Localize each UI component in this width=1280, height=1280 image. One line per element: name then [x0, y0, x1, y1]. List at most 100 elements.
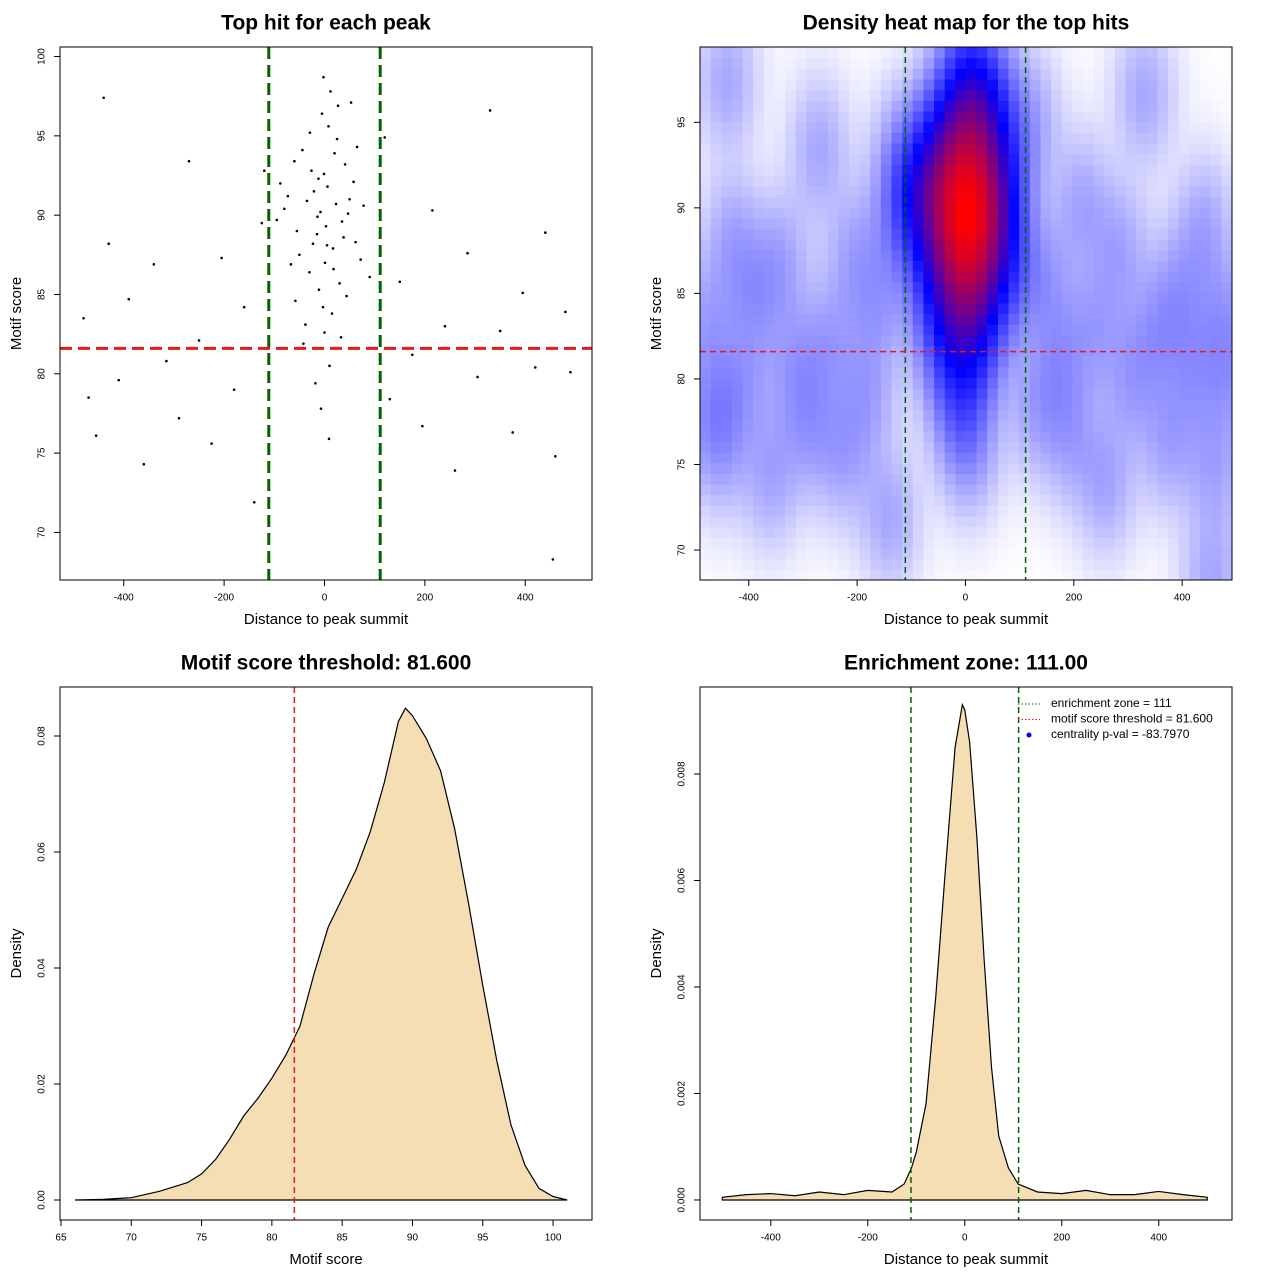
heat-cell [785, 185, 797, 197]
heat-cell [1157, 153, 1169, 165]
heat-cell [1104, 270, 1116, 283]
heat-cell [1146, 430, 1159, 443]
heat-cell [785, 494, 797, 506]
heat-cell [1114, 153, 1127, 165]
heat-cell [1157, 494, 1169, 506]
heat-cell [891, 377, 903, 389]
heat-cell [902, 270, 914, 283]
heat-cell [1157, 505, 1169, 517]
heat-cell [997, 366, 1010, 379]
heat-cell [1008, 217, 1020, 229]
heat-cell [976, 100, 988, 112]
point [498, 329, 502, 333]
heat-cell [997, 57, 1010, 69]
heat-cell [1104, 68, 1116, 80]
heat-cell [1168, 110, 1180, 123]
heat-cell [891, 110, 903, 123]
heat-cell [955, 121, 967, 133]
heat-cell [955, 548, 967, 560]
heat-cell [1072, 132, 1084, 144]
heat-cell [1221, 110, 1232, 123]
heat-cell [880, 484, 893, 496]
heat-cell [1136, 505, 1148, 517]
heat-cell [1019, 409, 1031, 421]
heat-cell [1210, 409, 1222, 421]
heat-cell [912, 68, 925, 80]
heat-cell [763, 473, 776, 485]
heat-cell [1168, 196, 1180, 208]
heat-cell [859, 505, 871, 517]
heat-cell [870, 153, 882, 165]
heat-cell [1189, 548, 1201, 560]
heat-cell [1136, 153, 1148, 165]
heat-cell [902, 409, 914, 421]
heat-cell [1125, 174, 1137, 187]
heat-cell [902, 68, 914, 80]
y-tick-label: 85 [37, 288, 48, 300]
heat-cell [1040, 558, 1052, 570]
heat-cell [976, 356, 988, 368]
heat-cell [966, 68, 978, 80]
heat-cell [1083, 388, 1095, 400]
heat-cell [923, 473, 935, 485]
heat-cell [1210, 441, 1222, 453]
heat-cell [700, 409, 712, 421]
heat-cell [987, 516, 999, 528]
heat-cell [934, 452, 946, 464]
point [333, 151, 336, 155]
heat-cell [934, 206, 946, 219]
heat-cell [923, 377, 935, 389]
heat-cell [1072, 569, 1084, 580]
heat-cell [987, 281, 999, 293]
heat-cell [1200, 548, 1212, 560]
heat-cell [934, 78, 946, 91]
point [346, 212, 350, 215]
heat-cell [1114, 228, 1127, 240]
x-tick-label: 200 [1065, 593, 1082, 604]
heat-cell [955, 494, 967, 506]
heat-cell [1125, 302, 1137, 315]
heat-cell [1040, 366, 1052, 379]
heat-cell [1221, 292, 1232, 304]
heat-cell [721, 356, 733, 368]
heat-cell [700, 302, 712, 315]
heat-cell [1189, 270, 1201, 283]
heat-cell [848, 89, 861, 101]
heat-cell [1051, 452, 1063, 464]
heat-cell [1104, 388, 1116, 400]
heat-cell [753, 89, 765, 101]
heat-cell [902, 420, 914, 432]
heat-cell [1019, 430, 1031, 443]
heat-cell [902, 238, 914, 251]
heat-cell [1146, 110, 1159, 123]
chart-title: Top hit for each peak [221, 12, 431, 35]
heat-cell [1083, 430, 1095, 443]
heat-cell [1200, 217, 1212, 229]
heat-cell [1029, 47, 1042, 59]
heat-cell [795, 260, 807, 272]
heat-cell [1125, 153, 1137, 165]
heat-cell [997, 228, 1010, 240]
y-axis-label: Density [648, 928, 665, 979]
heat-cell [859, 57, 871, 69]
heat-cell [1083, 548, 1095, 560]
heat-cell [1029, 398, 1042, 411]
heat-cell [838, 462, 850, 474]
heat-cell [1125, 142, 1137, 155]
heat-cell [838, 142, 850, 155]
heat-cell [870, 324, 882, 336]
heat-cell [944, 313, 956, 325]
heat-cell [1210, 132, 1222, 144]
heat-cell [1072, 345, 1084, 357]
heat-cell [838, 100, 850, 112]
heat-cell [1136, 281, 1148, 293]
heat-cell [1125, 366, 1137, 379]
heat-cell [838, 302, 850, 315]
heat-cell [1072, 206, 1084, 219]
heat-cell [1093, 78, 1105, 91]
heat-cell [1146, 78, 1159, 91]
heat-cell [1114, 249, 1127, 261]
heat-cell [1072, 356, 1084, 368]
heat-cell [1125, 292, 1137, 304]
heat-cell [1157, 142, 1169, 155]
